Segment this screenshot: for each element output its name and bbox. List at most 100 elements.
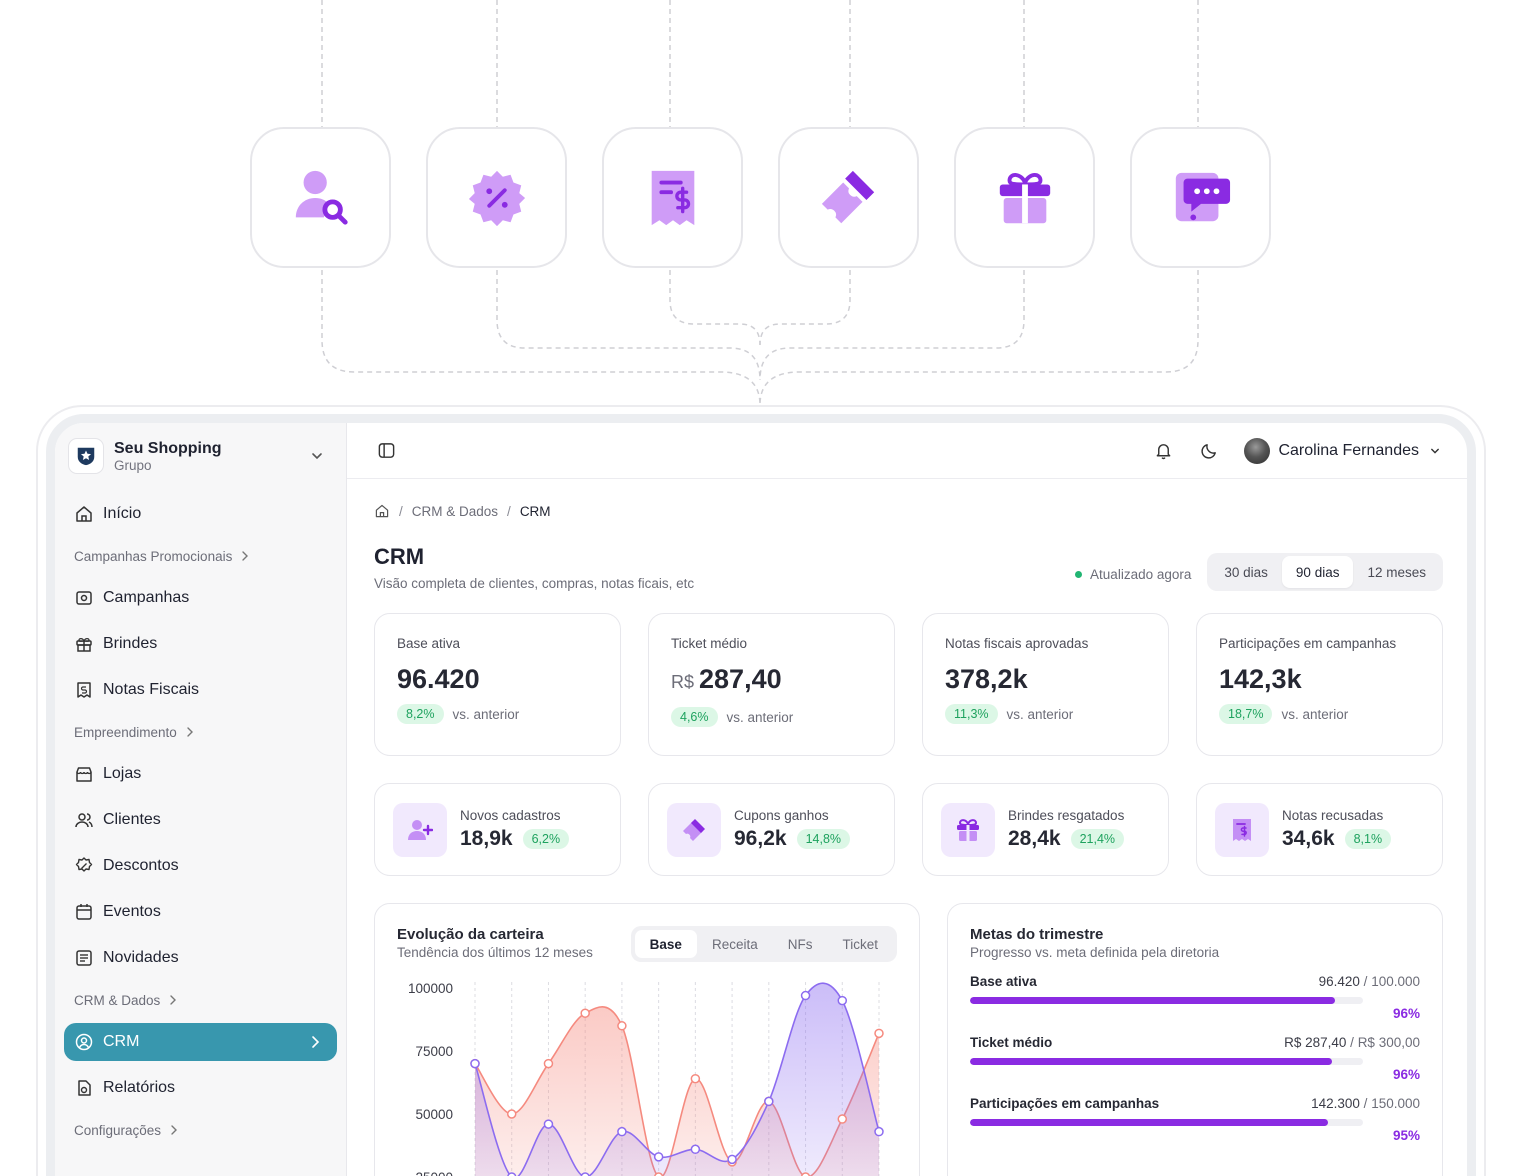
- stat-value: 96,2k: [734, 827, 787, 850]
- sidebar-section-crm-dados[interactable]: CRM & Dados: [64, 985, 337, 1015]
- sidebar-item-novidades[interactable]: Novidades: [64, 939, 337, 977]
- data-point: [800, 990, 811, 1001]
- goal-target: R$ 300,00: [1357, 1035, 1420, 1050]
- goal-progress-fill: [970, 1058, 1332, 1065]
- stat-card: Cupons ganhos 96,2k 14,8%: [648, 783, 895, 876]
- goal-progress-track: [970, 1058, 1363, 1065]
- chevron-right-icon: [171, 1125, 178, 1135]
- goal-separator: /: [1359, 1096, 1372, 1111]
- goal-progress-fill: [970, 1119, 1328, 1126]
- range-option-90[interactable]: 90 dias: [1281, 556, 1354, 588]
- kpi-card: Notas fiscais aprovadas 378,2k 11,3% vs. …: [922, 613, 1169, 756]
- gift-icon: [76, 637, 92, 652]
- sidebar-item-lojas[interactable]: Lojas: [64, 755, 337, 793]
- sidebar-item-label: Início: [103, 505, 142, 522]
- breadcrumb: / CRM & Dados / CRM: [374, 501, 1443, 521]
- delta-badge: 11,3%: [945, 704, 998, 724]
- integration-tile-gifts[interactable]: [954, 127, 1095, 268]
- home-icon: [76, 506, 92, 522]
- kpi-label: Base ativa: [397, 636, 461, 651]
- stat-icon-box: [941, 802, 995, 857]
- sidebar-item-crm[interactable]: CRM: [64, 1023, 337, 1061]
- sidebar-section-configuracoes[interactable]: Configurações: [64, 1115, 337, 1145]
- sidebar-item-label: Campanhas: [103, 589, 190, 606]
- sidebar-item-campanhas[interactable]: Campanhas: [64, 579, 337, 617]
- integration-tile-coupons[interactable]: [778, 127, 919, 268]
- chevron-right-icon: [170, 995, 177, 1005]
- sidebar-item-clientes[interactable]: Clientes: [64, 801, 337, 839]
- kpi-currency: R$: [671, 672, 695, 692]
- integration-tile-discounts[interactable]: [426, 127, 567, 268]
- kpi-card: Ticket médio R$ 287,40 4,6% vs. anterior: [648, 613, 895, 756]
- tab-ticket[interactable]: Ticket: [842, 936, 878, 952]
- kpi-card: Base ativa 96.420 8,2% vs. anterior: [374, 613, 621, 756]
- series-area: [475, 983, 879, 1176]
- org-switcher[interactable]: Seu Shopping Grupo: [68, 435, 333, 477]
- stat-value: 18,9k: [460, 827, 513, 850]
- range-option-30[interactable]: 30 dias: [1224, 564, 1268, 580]
- breadcrumb-separator: /: [399, 503, 403, 519]
- sidebar-section-empreendimento[interactable]: Empreendimento: [64, 717, 337, 747]
- discount-icon: [75, 857, 93, 872]
- user-menu[interactable]: Carolina Fernandes: [1244, 437, 1443, 464]
- ticket-icon: [821, 170, 874, 223]
- integration-tile-invoices[interactable]: [602, 127, 743, 268]
- goal-percent: 96%: [1392, 1006, 1420, 1021]
- sidebar-item-label: CRM: [103, 1033, 140, 1050]
- stat-card: Brindes resgatados 28,4k 21,4%: [922, 783, 1169, 876]
- y-tick-label: 75000: [415, 1044, 453, 1059]
- app-window: Seu Shopping Grupo Início Campanhas Prom…: [46, 414, 1476, 1176]
- org-logo: [68, 438, 104, 474]
- series-line: [474, 982, 880, 1176]
- data-point: [874, 1028, 884, 1039]
- breadcrumb-parent[interactable]: CRM & Dados: [411, 503, 499, 519]
- sidebar-item-descontos[interactable]: Descontos: [64, 847, 337, 885]
- avatar: [1244, 437, 1271, 464]
- kpi-value: 378,2k: [945, 664, 1028, 694]
- kpi-label: Notas fiscais aprovadas: [945, 636, 1089, 651]
- chevron-down-icon: [1431, 448, 1439, 454]
- gift-icon: [999, 172, 1050, 223]
- sidebar-item-brindes[interactable]: Brindes: [64, 625, 337, 663]
- theme-toggle-button[interactable]: [1198, 440, 1220, 462]
- goal-item: Participações em campanhas 142.300 / 150…: [970, 1096, 1420, 1143]
- sidebar-item-notas-fiscais[interactable]: Notas Fiscais: [64, 671, 337, 709]
- tab-base[interactable]: Base: [634, 930, 697, 958]
- sidebar-section-campanhas[interactable]: Campanhas Promocionais: [64, 541, 337, 571]
- gift-icon: [957, 818, 979, 841]
- range-option-12m[interactable]: 12 meses: [1367, 564, 1426, 580]
- home-icon[interactable]: [374, 503, 390, 519]
- moon-icon: [1201, 444, 1216, 459]
- integration-tile-users[interactable]: [250, 127, 391, 268]
- stat-label: Notas recusadas: [1282, 808, 1384, 823]
- sidebar-item-relatorios[interactable]: Relatórios: [64, 1069, 337, 1107]
- sidebar-item-label: Clientes: [103, 811, 161, 828]
- update-status: Atualizado agora: [1075, 567, 1191, 582]
- portfolio-chart-card: Evolução da carteira Tendência dos últim…: [374, 903, 920, 1176]
- page-title: CRM: [374, 544, 425, 569]
- delta-badge: 8,2%: [397, 704, 444, 724]
- data-point: [617, 1021, 627, 1031]
- tab-receita[interactable]: Receita: [711, 936, 758, 952]
- goal-current: 96.420: [1318, 974, 1360, 989]
- data-point: [507, 1172, 517, 1176]
- users-icon: [75, 813, 93, 828]
- chevron-right-icon: [187, 727, 193, 737]
- sidebar-item-inicio[interactable]: Início: [64, 495, 337, 533]
- integration-tile-messages[interactable]: [1130, 127, 1271, 268]
- sidebar-item-eventos[interactable]: Eventos: [64, 893, 337, 931]
- receipt-icon: [77, 682, 91, 698]
- tab-nfs[interactable]: NFs: [787, 936, 813, 952]
- crm-icon: [75, 1033, 93, 1051]
- notifications-button[interactable]: [1152, 440, 1174, 462]
- sidebar-toggle-button[interactable]: [375, 440, 397, 462]
- stat-value: 28,4k: [1008, 827, 1061, 850]
- goal-name: Participações em campanhas: [970, 1096, 1160, 1111]
- goals-title: Metas do trimestre: [970, 926, 1104, 943]
- page-subtitle: Visão completa de clientes, compras, not…: [374, 576, 695, 591]
- status-dot: [1075, 571, 1083, 578]
- stat-icon-box: [393, 802, 447, 857]
- kpi-comparison: vs. anterior: [726, 709, 794, 725]
- goal-separator: /: [1346, 1035, 1358, 1050]
- stat-label: Novos cadastros: [460, 808, 561, 823]
